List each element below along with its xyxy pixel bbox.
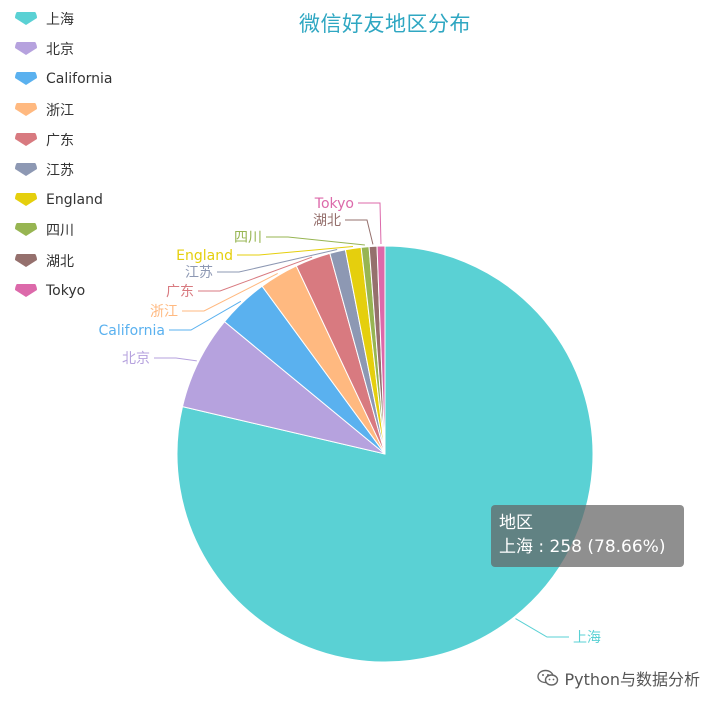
pie-label: Tokyo (314, 196, 354, 212)
pie-label: 广东 (166, 284, 194, 300)
label-line (358, 202, 382, 245)
legend-swatch (15, 132, 37, 146)
pie-label: England (176, 248, 233, 264)
pie-label: California (99, 323, 165, 339)
tooltip-text: 上海 : 258 (78.66%) (499, 537, 666, 557)
pie-label: 北京 (122, 351, 150, 367)
pie-label: 湖北 (313, 213, 341, 229)
chart-title: 微信好友地区分布 (299, 12, 471, 36)
legend-label: England (46, 192, 103, 209)
tooltip: 地区 上海 : 258 (78.66%) (491, 505, 684, 567)
legend-item[interactable]: 湖北 (14, 246, 112, 276)
legend-label: 江苏 (46, 163, 74, 180)
label-line (237, 245, 353, 256)
pie-slice[interactable] (176, 245, 594, 663)
pie-slice[interactable] (376, 245, 386, 455)
wechat-icon (536, 669, 558, 686)
legend-item[interactable]: England (14, 185, 112, 215)
legend-swatch (15, 42, 37, 56)
label-line (154, 357, 197, 362)
pie-label: 江苏 (185, 265, 213, 281)
label-line (182, 273, 278, 312)
legend-swatch (15, 253, 37, 267)
label-line (515, 618, 569, 638)
legend-swatch (15, 102, 37, 116)
legend-label: 四川 (46, 223, 74, 240)
legend-item[interactable]: 四川 (14, 215, 112, 245)
legend-item[interactable]: 浙江 (14, 95, 112, 125)
watermark-text: Python与数据分析 (564, 670, 700, 689)
legend-item[interactable]: 上海 (14, 4, 112, 34)
tooltip-title: 地区 (499, 513, 533, 533)
legend-item[interactable]: 北京 (14, 34, 112, 64)
pie-label-lines (154, 202, 569, 638)
legend-item[interactable]: 江苏 (14, 155, 112, 185)
label-line (198, 256, 313, 292)
watermark: Python与数据分析 (536, 666, 700, 690)
legend-label: 浙江 (46, 102, 74, 119)
label-line (217, 249, 338, 273)
legend-swatch (15, 72, 37, 86)
legend-label: 湖北 (46, 253, 74, 270)
legend-swatch (15, 223, 37, 237)
legend-swatch (15, 12, 37, 26)
legend-label: 北京 (46, 42, 74, 59)
legend: 上海北京 California 浙江广东江苏 England 四川湖北 Tokyo (14, 4, 112, 306)
pie-slices (176, 245, 594, 663)
label-line (345, 219, 374, 245)
pie-label: 上海 (573, 630, 601, 646)
legend-item[interactable]: California (14, 64, 112, 94)
legend-label: California (46, 71, 113, 88)
label-line (169, 300, 242, 331)
legend-label: 上海 (46, 12, 74, 29)
legend-label: 广东 (46, 132, 74, 149)
legend-swatch (15, 283, 37, 297)
legend-item[interactable]: 广东 (14, 125, 112, 155)
pie-label: 浙江 (150, 304, 178, 320)
legend-label: Tokyo (46, 282, 86, 299)
legend-swatch (15, 163, 37, 177)
legend-item[interactable]: Tokyo (14, 276, 112, 306)
legend-swatch (15, 193, 37, 207)
pie-label: 四川 (234, 230, 262, 246)
label-line (266, 236, 365, 246)
